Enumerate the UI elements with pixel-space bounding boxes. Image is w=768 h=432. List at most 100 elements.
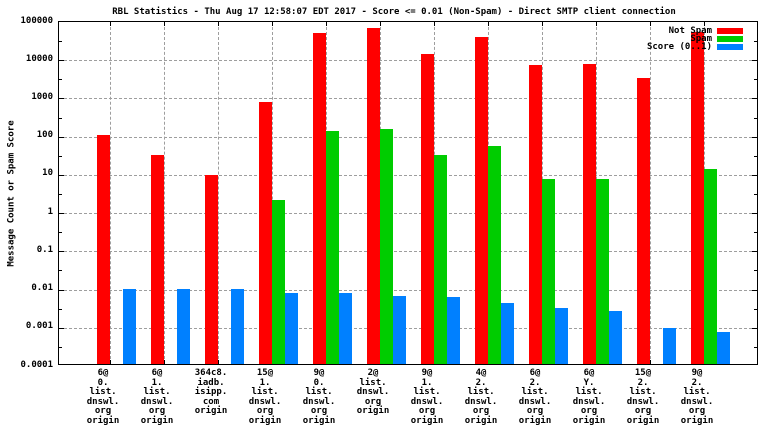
x-tick-mark (596, 22, 597, 26)
bar-spam (704, 168, 717, 364)
y-tick-mark (752, 174, 757, 176)
grid-line-horizontal (59, 174, 757, 176)
y-minor-tick-mark (59, 79, 62, 81)
y-tick-mark (752, 60, 757, 62)
y-tick-mark (752, 289, 757, 291)
y-tick-mark (59, 174, 64, 176)
y-minor-tick-mark (754, 155, 757, 157)
grid-line-horizontal (59, 289, 757, 291)
bar-score (393, 296, 406, 364)
grid-line-vertical (164, 22, 165, 364)
y-tick-label: 1 (47, 206, 53, 217)
y-tick-label: 0.0001 (20, 359, 53, 370)
x-tick-mark (488, 22, 489, 26)
grid-line-vertical (650, 22, 651, 364)
x-category-label: 4@ 2. list. dnswl. org origin (464, 368, 498, 426)
grid-line-horizontal (59, 327, 757, 329)
x-category-label: 15@ 1. list. dnswl. org origin (248, 368, 282, 426)
y-tick-label: 10 (42, 168, 53, 179)
x-category-label: 6@ Y. list. dnswl. org origin (572, 368, 606, 426)
legend-row: Score (0..1) (647, 43, 743, 52)
bar-score (609, 310, 622, 364)
bar-not-spam (691, 31, 704, 364)
y-minor-tick-mark (59, 41, 62, 43)
bar-spam (380, 129, 393, 364)
bar-spam (326, 130, 339, 364)
y-minor-tick-mark (59, 232, 62, 234)
bar-score (555, 307, 568, 364)
chart-title: RBL Statistics - Thu Aug 17 12:58:07 EDT… (112, 7, 676, 17)
bar-score (663, 327, 676, 364)
bar-not-spam (583, 64, 596, 364)
x-tick-mark (110, 360, 111, 364)
x-tick-mark (110, 22, 111, 26)
y-tick-mark (59, 327, 64, 329)
x-category-label: 2@ list. dnswl. org origin (356, 368, 390, 416)
bar-not-spam (475, 37, 488, 364)
y-minor-tick-mark (59, 308, 62, 310)
bar-not-spam (205, 174, 218, 364)
y-minor-tick-mark (754, 346, 757, 348)
y-tick-mark (752, 136, 757, 138)
x-tick-mark (218, 22, 219, 26)
bar-not-spam (637, 78, 650, 364)
bar-spam (596, 178, 609, 364)
x-category-label: 6@ 2. list. dnswl. org origin (518, 368, 552, 426)
x-category-label: 9@ 0. list. dnswl. org origin (302, 368, 336, 426)
y-tick-mark (59, 136, 64, 138)
y-tick-mark (59, 98, 64, 100)
legend-label: Spam (690, 34, 712, 44)
y-tick-label: 0.1 (36, 244, 53, 255)
y-tick-mark (752, 98, 757, 100)
legend-label: Not Spam (668, 26, 712, 36)
grid-line-horizontal (59, 251, 757, 253)
grid-line-vertical (110, 22, 111, 364)
y-minor-tick-mark (754, 41, 757, 43)
x-tick-mark (704, 22, 705, 26)
y-tick-label: 1000 (31, 91, 53, 102)
legend-row: Spam (647, 34, 743, 44)
bar-score (447, 297, 460, 364)
y-minor-tick-mark (59, 155, 62, 157)
grid-line-vertical (218, 22, 219, 364)
y-tick-mark (59, 289, 64, 291)
bar-score (123, 289, 136, 364)
grid-line-horizontal (59, 60, 757, 62)
legend-row: Not Spam (647, 26, 743, 36)
bar-score (231, 289, 244, 364)
bar-not-spam (421, 53, 434, 364)
x-tick-mark (380, 22, 381, 26)
bar-not-spam (151, 154, 164, 364)
bar-not-spam (529, 65, 542, 364)
grid-line-horizontal (59, 213, 757, 215)
x-tick-mark (272, 22, 273, 26)
y-tick-mark (752, 327, 757, 329)
bar-spam (272, 199, 285, 364)
legend-swatch (717, 44, 743, 50)
x-tick-mark (542, 22, 543, 26)
x-tick-mark (650, 360, 651, 364)
bar-spam (542, 178, 555, 364)
legend-swatch (717, 36, 743, 42)
y-tick-mark (752, 251, 757, 253)
bar-score (717, 331, 730, 364)
x-category-label: 6@ 0. list. dnswl. org origin (86, 368, 120, 426)
x-tick-mark (326, 22, 327, 26)
bar-not-spam (367, 28, 380, 364)
y-minor-tick-mark (59, 346, 62, 348)
y-tick-label: 0.01 (31, 283, 53, 294)
y-minor-tick-mark (754, 117, 757, 119)
x-tick-mark (164, 22, 165, 26)
bar-spam (488, 146, 501, 364)
y-minor-tick-mark (754, 194, 757, 195)
y-tick-mark (59, 60, 64, 62)
x-category-label: 9@ 1. list. dnswl. org origin (410, 368, 444, 426)
y-tick-label: 100 (36, 130, 53, 141)
x-category-label: 15@ 2. list. dnswl. org origin (626, 368, 660, 426)
y-minor-tick-mark (59, 270, 62, 272)
x-tick-mark (434, 22, 435, 26)
bar-score (501, 302, 514, 364)
y-tick-label: 100000 (20, 15, 53, 26)
y-minor-tick-mark (754, 270, 757, 272)
